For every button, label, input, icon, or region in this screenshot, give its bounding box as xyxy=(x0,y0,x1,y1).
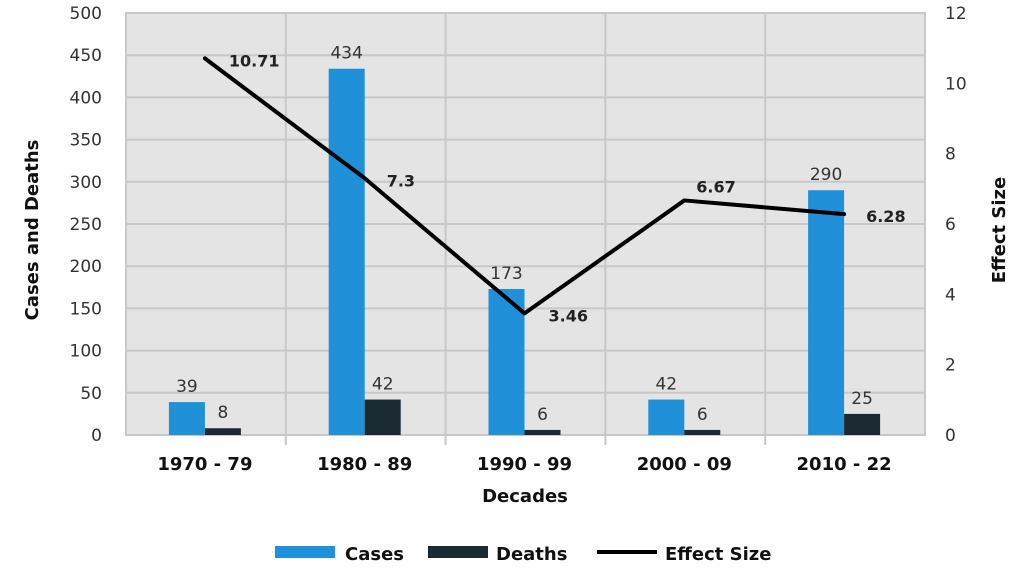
bar-cases xyxy=(328,68,365,435)
y-tick-label: 250 xyxy=(70,215,102,235)
x-axis-title: Decades xyxy=(482,486,568,507)
bar-cases xyxy=(488,288,525,435)
y2-axis-title: Effect Size xyxy=(989,177,1010,283)
x-tick-label: 1970 - 79 xyxy=(157,454,252,475)
line-effect-size xyxy=(202,56,847,316)
data-label-effect-size: 6.67 xyxy=(696,177,735,196)
y2-tick-label: 6 xyxy=(945,215,956,235)
y2-tick-label: 8 xyxy=(945,145,956,165)
y2-tick-label: 2 xyxy=(945,356,956,376)
x-tick-label: 2000 - 09 xyxy=(637,454,732,475)
y-tick-label: 500 xyxy=(70,4,102,24)
data-label-effect-size: 10.71 xyxy=(229,51,280,70)
data-label-cases: 42 xyxy=(655,375,677,395)
data-label-deaths: 42 xyxy=(372,375,394,395)
data-label-cases: 39 xyxy=(176,377,198,397)
y-tick-label: 100 xyxy=(70,342,102,362)
bar-cases xyxy=(808,190,845,435)
x-tick-label: 2010 - 22 xyxy=(797,454,892,475)
bar-deaths xyxy=(364,399,401,435)
data-label-deaths: 6 xyxy=(697,405,708,425)
y2-tick-label: 10 xyxy=(945,74,967,94)
y2-tick-label: 4 xyxy=(945,285,956,305)
y-tick-label: 450 xyxy=(70,46,102,66)
y-tick-label: 400 xyxy=(70,88,102,108)
y-tick-label: 350 xyxy=(70,131,102,151)
data-label-deaths: 25 xyxy=(851,389,873,409)
y-tick-label: 200 xyxy=(70,257,102,277)
data-label-effect-size: 3.46 xyxy=(549,306,588,325)
y-axis-title: Cases and Deaths xyxy=(22,140,43,321)
bar-deaths xyxy=(204,428,241,435)
data-label-deaths: 8 xyxy=(217,403,228,423)
legend-swatch-cases xyxy=(275,546,335,558)
bar-deaths xyxy=(524,429,561,435)
data-label-effect-size: 6.28 xyxy=(866,207,905,226)
data-label-cases: 173 xyxy=(490,264,522,284)
legend-label-effect-size: Effect Size xyxy=(665,544,771,565)
x-tick-label: 1980 - 89 xyxy=(317,454,412,475)
y-tick-label: 0 xyxy=(91,426,102,446)
data-label-effect-size: 7.3 xyxy=(387,171,415,190)
y2-tick-label: 0 xyxy=(945,426,956,446)
data-label-cases: 290 xyxy=(810,165,842,185)
bar-deaths xyxy=(844,413,881,435)
y-tick-label: 50 xyxy=(80,384,102,404)
y-tick-label: 300 xyxy=(70,173,102,193)
data-label-cases: 434 xyxy=(330,44,362,64)
legend-label-cases: Cases xyxy=(345,544,404,565)
y-tick-label: 150 xyxy=(70,299,102,319)
data-label-deaths: 6 xyxy=(537,405,548,425)
y2-tick-label: 12 xyxy=(945,4,967,24)
x-tick-label: 1990 - 99 xyxy=(477,454,572,475)
bar-cases xyxy=(168,402,205,435)
bar-deaths xyxy=(684,429,721,435)
legend-swatch-deaths xyxy=(428,546,488,558)
bar-cases xyxy=(648,399,685,435)
legend-label-deaths: Deaths xyxy=(496,544,567,565)
